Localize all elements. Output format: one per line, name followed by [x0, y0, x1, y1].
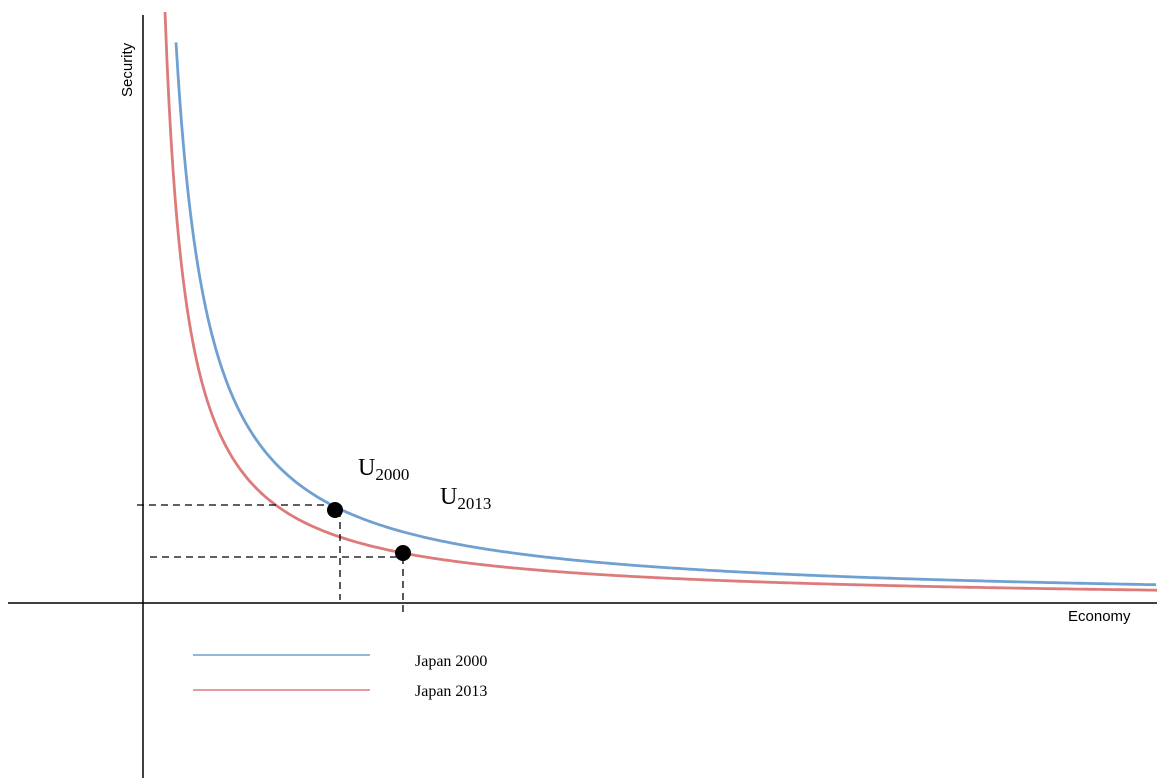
legend-label-japan-2000: Japan 2000 — [415, 653, 487, 670]
x-axis-label: Economy — [1068, 608, 1131, 625]
curve-japan-2000 — [174, 42, 1156, 587]
point-u2013 — [395, 545, 411, 561]
legend-label-japan-2013: Japan 2013 — [415, 683, 487, 700]
curve-label-u2013: U2013 — [440, 484, 491, 513]
point-u2000 — [327, 502, 343, 518]
y-axis-label: Security — [119, 42, 136, 97]
curve-label-u2000: U2000 — [358, 455, 409, 484]
curve-japan-2013 — [163, 12, 1157, 592]
legend: Japan 2000 Japan 2013 — [193, 653, 487, 700]
